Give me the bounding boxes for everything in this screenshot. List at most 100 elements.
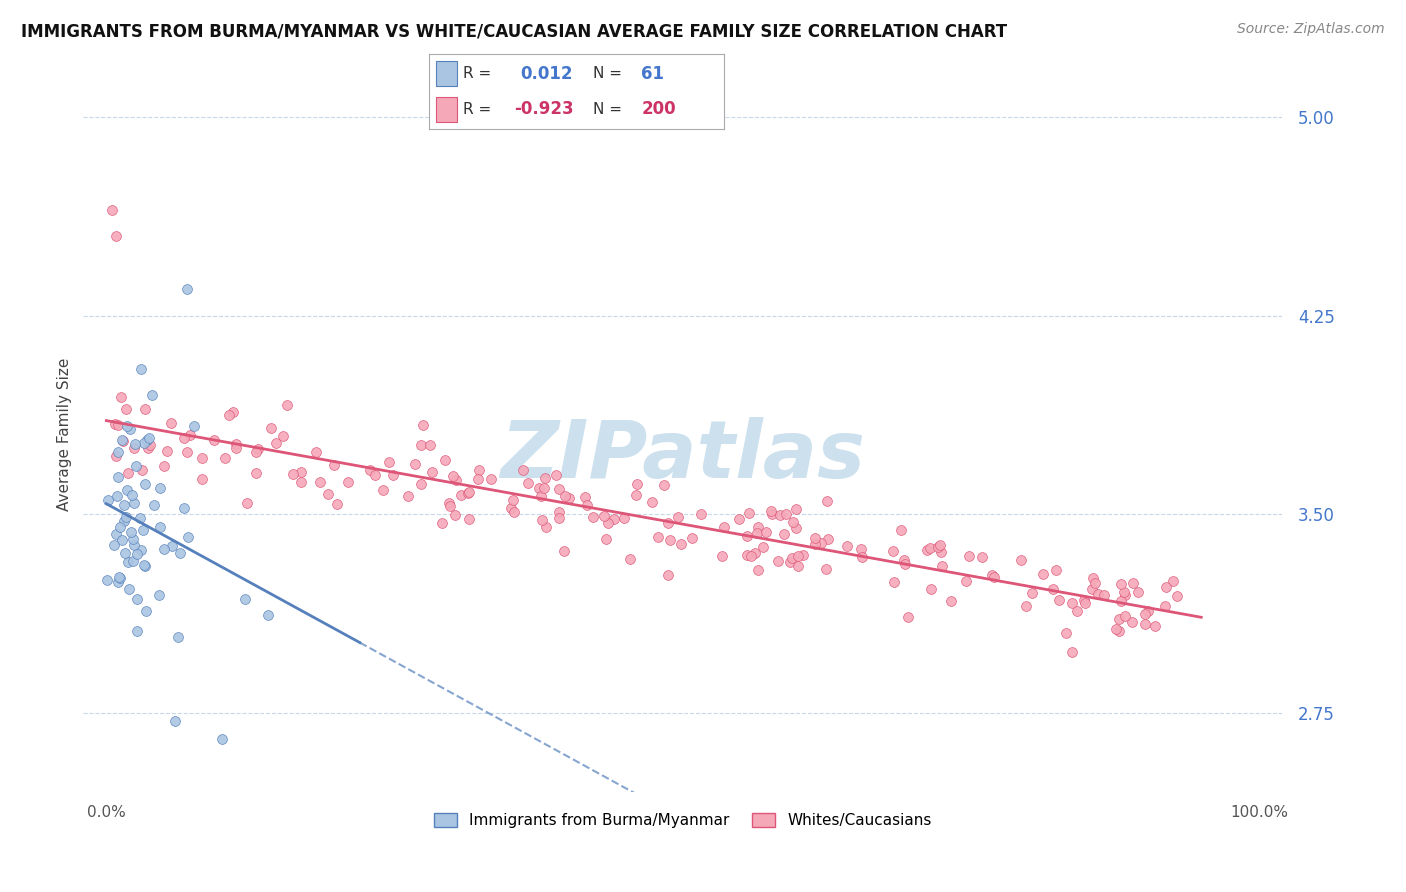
Point [1143,619,1166,633]
Point [1109,594,1132,608]
Point [957,549,980,563]
Legend: Immigrants from Burma/Myanmar, Whites/Caucasians: Immigrants from Burma/Myanmar, Whites/Ca… [427,806,938,834]
Point [775,507,797,521]
Point [1042,582,1064,596]
Point [1114,608,1136,623]
Point [603,512,626,526]
Point [110,390,132,404]
Point [420,465,443,479]
Point [574,491,596,505]
Point [619,551,641,566]
Point [499,500,522,515]
Text: -0.923: -0.923 [515,100,574,119]
Point [890,523,912,537]
Point [547,511,569,525]
Text: 0.012: 0.012 [520,64,572,83]
Point [512,463,534,477]
Point [785,502,807,516]
Point [458,485,481,500]
Point [276,398,298,412]
Point [247,442,270,456]
Point [439,499,461,513]
Point [457,485,479,500]
Point [103,538,125,552]
Point [786,558,808,573]
Point [117,483,139,497]
Point [915,543,938,558]
Point [233,591,256,606]
Point [530,513,553,527]
Point [104,229,127,244]
Point [713,520,735,534]
Point [529,482,551,496]
Point [103,417,125,432]
Point [305,444,328,458]
Point [647,530,669,544]
Point [1136,604,1159,618]
Point [920,582,942,596]
Point [120,524,142,539]
Point [177,530,200,544]
Point [1135,607,1157,622]
Point [1066,604,1088,618]
Point [132,436,155,450]
Point [179,428,201,442]
Point [165,714,187,728]
Point [132,524,155,538]
Point [214,450,236,465]
Point [1010,553,1032,567]
Text: Source: ZipAtlas.com: Source: ZipAtlas.com [1237,22,1385,37]
Point [107,445,129,459]
Point [1121,615,1143,629]
Point [681,531,703,545]
Point [152,458,174,473]
Text: R =: R = [463,66,491,81]
Point [434,453,457,467]
Point [173,501,195,516]
Point [939,594,962,608]
Point [772,526,794,541]
Point [114,515,136,529]
Point [1062,596,1084,610]
Point [1114,585,1136,599]
Point [124,441,146,455]
Point [467,473,489,487]
Point [364,467,387,482]
Point [101,202,124,217]
Point [104,449,127,463]
Point [444,473,467,487]
Point [152,542,174,557]
Point [983,569,1005,583]
Point [105,489,128,503]
Point [1045,563,1067,577]
Point [558,491,581,506]
Point [371,483,394,497]
Point [148,588,170,602]
Point [735,529,758,543]
Point [107,470,129,484]
Point [972,550,994,565]
Point [222,405,245,419]
Point [626,477,648,491]
Point [132,558,155,572]
Point [117,466,139,480]
Point [138,431,160,445]
Point [1060,645,1083,659]
Point [1109,577,1132,591]
Point [134,477,156,491]
Point [787,549,810,564]
Point [457,512,479,526]
Point [779,555,801,569]
Point [316,487,339,501]
Point [129,542,152,557]
Point [766,554,789,568]
Text: N =: N = [593,66,621,81]
Point [129,361,152,376]
Point [114,546,136,560]
Point [290,475,312,489]
Point [125,458,148,473]
Point [503,505,526,519]
Point [97,492,120,507]
Point [419,438,441,452]
Point [1092,589,1115,603]
